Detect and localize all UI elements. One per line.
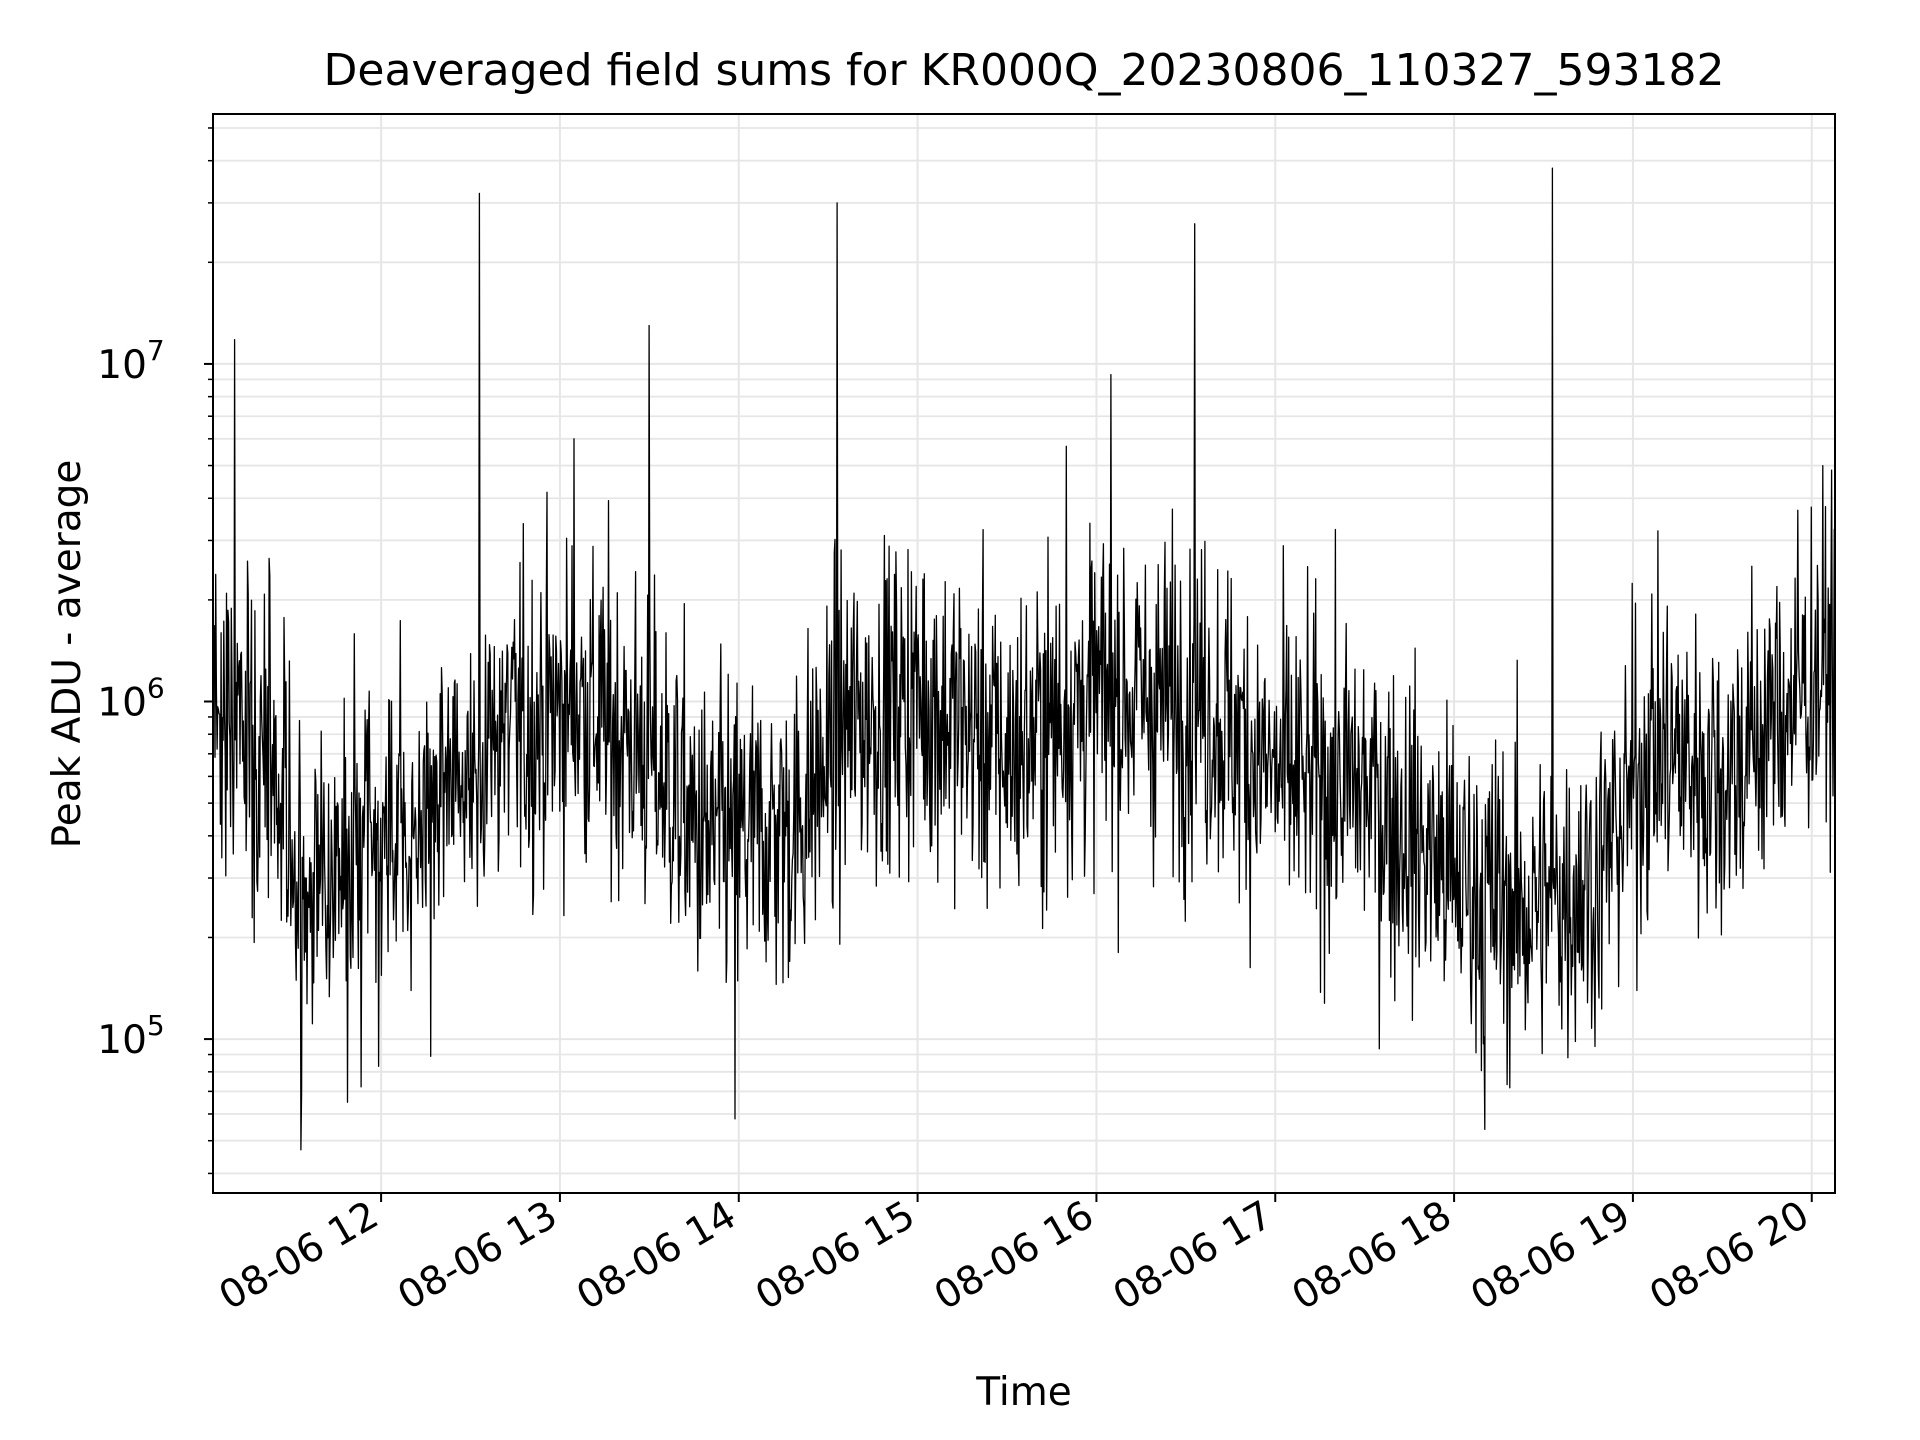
y-tick-label: 105 xyxy=(97,1009,164,1063)
y-axis-label: Peak ADU - average xyxy=(45,460,90,849)
y-tick-label: 106 xyxy=(97,672,164,726)
y-tick-label: 107 xyxy=(97,334,164,388)
chart-title: Deaveraged field sums for KR000Q_2023080… xyxy=(324,45,1725,96)
x-axis-label: Time xyxy=(975,1370,1071,1415)
series-line xyxy=(212,167,1836,1151)
plot-area-frame xyxy=(212,113,1836,1194)
series-path xyxy=(212,167,1836,1151)
